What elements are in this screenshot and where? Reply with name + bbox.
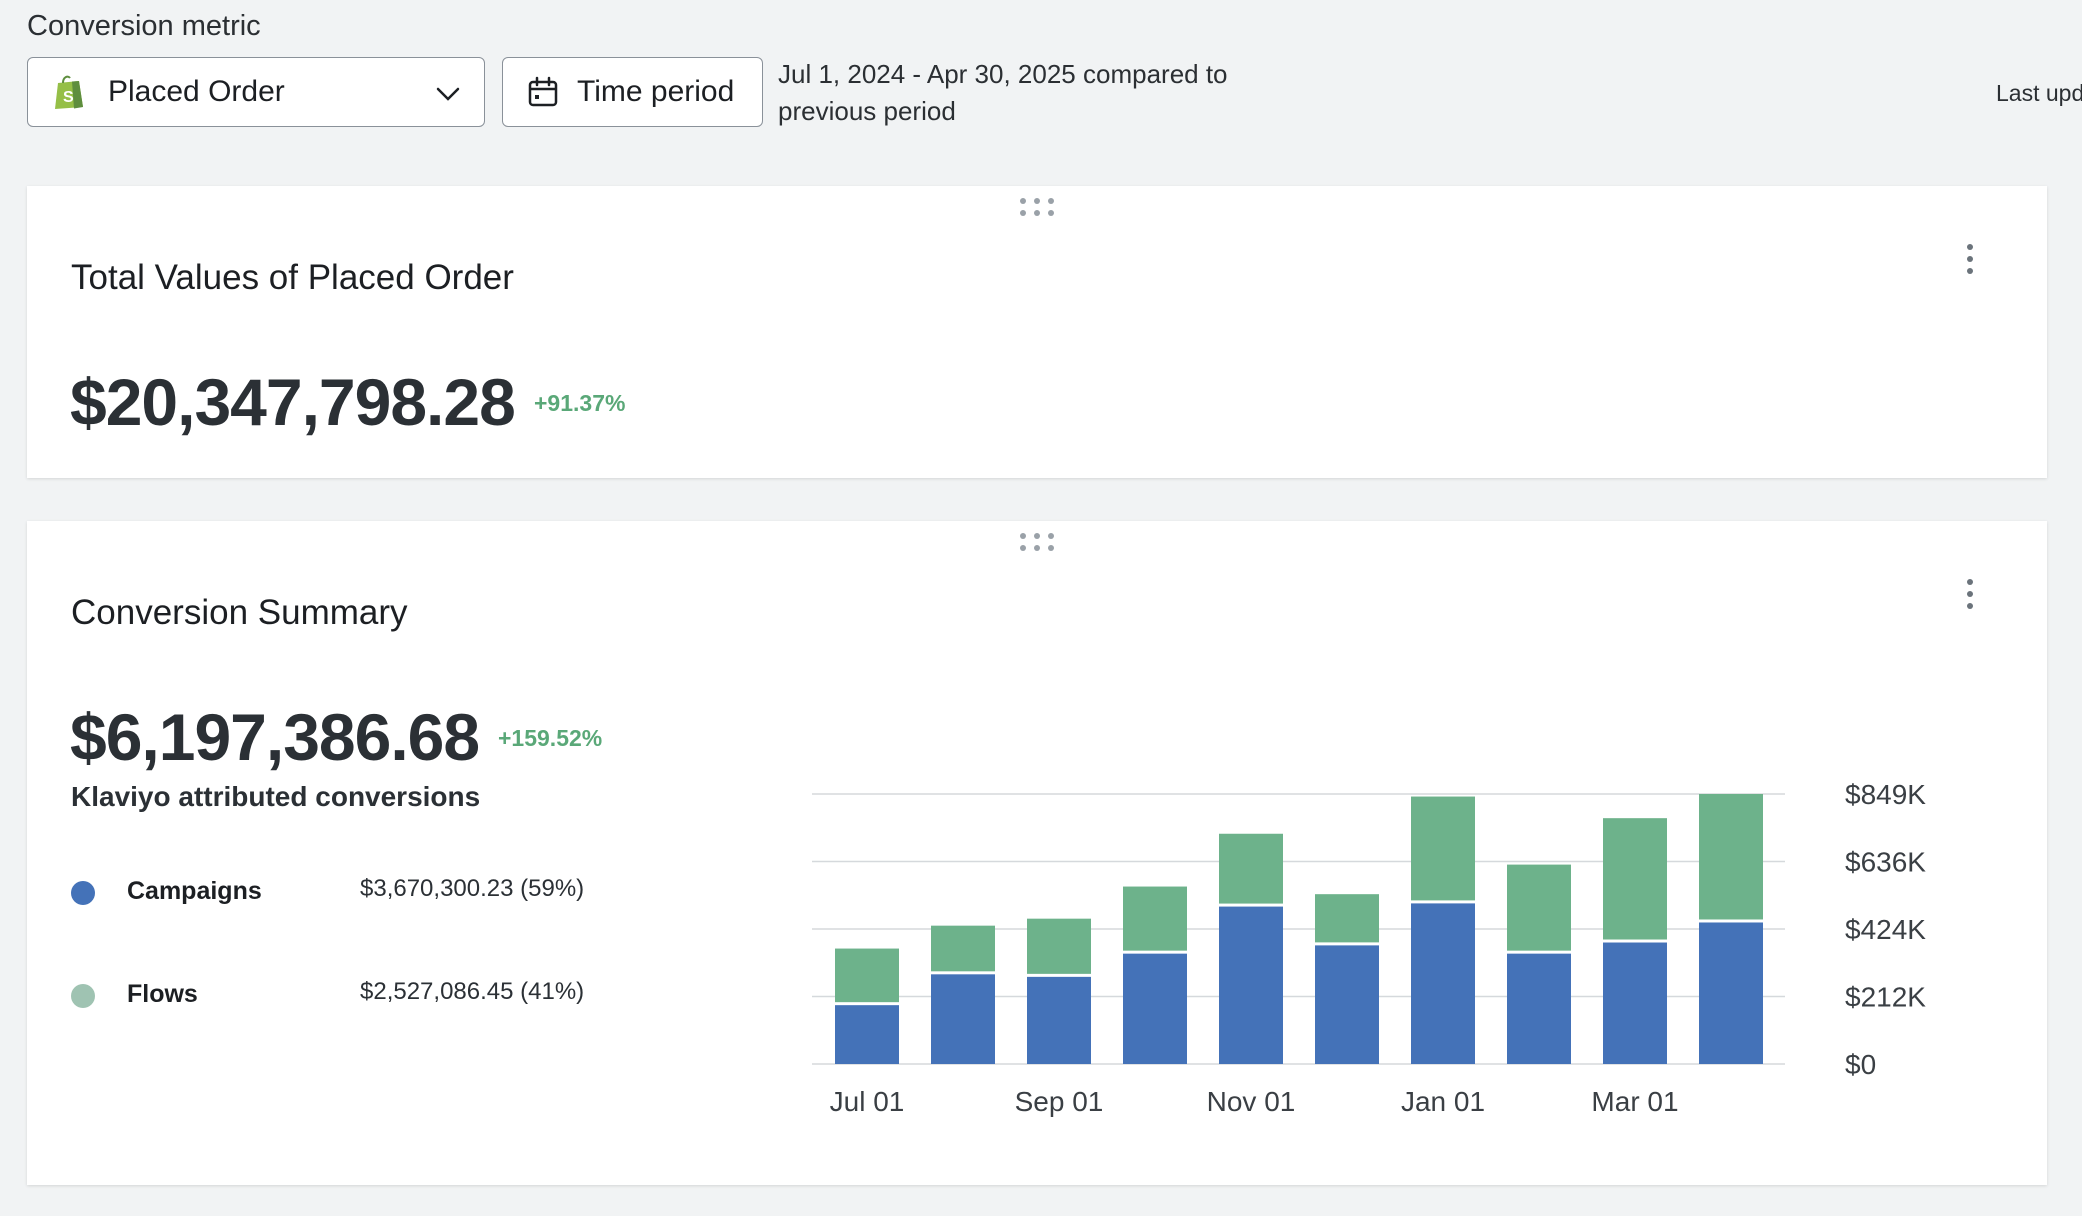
card-title: Conversion Summary bbox=[71, 593, 408, 632]
date-range-line1: Jul 1, 2024 - Apr 30, 2025 compared to bbox=[778, 59, 1228, 89]
summary-subtitle: Klaviyo attributed conversions bbox=[71, 781, 481, 812]
legend-dot-icon bbox=[71, 984, 95, 1008]
chevron-down-icon bbox=[436, 87, 460, 101]
delta-badge: +91.37% bbox=[534, 390, 626, 416]
metric-select-value: Placed Order bbox=[108, 75, 285, 108]
bar-campaigns bbox=[1507, 953, 1571, 1064]
x-tick-label: Sep 01 bbox=[1015, 1086, 1104, 1117]
legend-name: Campaigns bbox=[127, 877, 262, 905]
conversion-summary-card: Conversion Summary $6,197,386.68 +159.52… bbox=[27, 521, 2047, 1185]
last-updated-text: Last upd bbox=[1996, 80, 2082, 106]
legend-value: $2,527,086.45 (41%) bbox=[360, 978, 585, 1005]
bar-flows bbox=[1315, 894, 1379, 943]
y-tick-label: $849K bbox=[1845, 779, 1926, 810]
bar-campaigns bbox=[1027, 976, 1091, 1064]
legend-dot-icon bbox=[71, 881, 95, 905]
header-bar: Conversion metric S Placed Order Time pe… bbox=[0, 0, 2082, 170]
conversion-metric-label: Conversion metric bbox=[27, 10, 261, 42]
bar-campaigns bbox=[1411, 903, 1475, 1064]
x-tick-label: Jul 01 bbox=[830, 1086, 905, 1117]
y-tick-label: $424K bbox=[1845, 914, 1926, 945]
bar-campaigns bbox=[1603, 942, 1667, 1064]
bar-campaigns bbox=[931, 974, 995, 1064]
y-tick-label: $212K bbox=[1845, 982, 1926, 1013]
date-range-line2: previous period bbox=[778, 96, 956, 126]
more-options-icon[interactable] bbox=[1965, 579, 1975, 609]
date-range-text: Jul 1, 2024 - Apr 30, 2025 compared to p… bbox=[778, 56, 1298, 130]
shopify-bag-icon: S bbox=[55, 75, 83, 109]
bar-campaigns bbox=[835, 1005, 899, 1064]
bar-campaigns bbox=[1699, 922, 1763, 1064]
bar-flows bbox=[931, 925, 995, 972]
time-period-button[interactable]: Time period bbox=[502, 57, 763, 127]
bar-flows bbox=[1219, 833, 1283, 904]
legend-value: $3,670,300.23 (59%) bbox=[360, 875, 585, 902]
card-title: Total Values of Placed Order bbox=[71, 258, 514, 297]
bar-campaigns bbox=[1123, 953, 1187, 1064]
x-tick-label: Jan 01 bbox=[1401, 1086, 1485, 1117]
bar-flows bbox=[1027, 918, 1091, 974]
bar-flows bbox=[1411, 796, 1475, 901]
x-tick-label: Mar 01 bbox=[1591, 1086, 1678, 1117]
total-value: $20,347,798.28 bbox=[70, 365, 516, 439]
bar-flows bbox=[1603, 818, 1667, 940]
drag-handle-icon[interactable] bbox=[1020, 198, 1054, 216]
legend-name: Flows bbox=[127, 980, 198, 1008]
x-tick-label: Nov 01 bbox=[1207, 1086, 1296, 1117]
total-values-card: Total Values of Placed Order $20,347,798… bbox=[27, 186, 2047, 478]
bar-flows bbox=[1123, 886, 1187, 951]
y-tick-label: $0 bbox=[1845, 1049, 1876, 1080]
summary-value: $6,197,386.68 bbox=[70, 700, 480, 774]
time-period-label: Time period bbox=[577, 75, 735, 108]
bar-flows bbox=[1507, 864, 1571, 951]
bar-flows bbox=[1699, 794, 1763, 920]
more-options-icon[interactable] bbox=[1965, 244, 1975, 274]
bar-campaigns bbox=[1219, 906, 1283, 1064]
y-tick-label: $636K bbox=[1845, 847, 1926, 878]
conversion-metric-select[interactable]: S Placed Order bbox=[27, 57, 485, 127]
delta-badge: +159.52% bbox=[498, 725, 603, 751]
bar-flows bbox=[835, 948, 899, 1003]
svg-text:S: S bbox=[63, 89, 74, 106]
conversion-bar-chart: $0 $212K $424K $636K $849K Jul 01 Sep 01 Nov 01… bbox=[812, 779, 1926, 1117]
drag-handle-icon[interactable] bbox=[1020, 533, 1054, 551]
bar-campaigns bbox=[1315, 945, 1379, 1064]
calendar-icon bbox=[528, 76, 558, 107]
